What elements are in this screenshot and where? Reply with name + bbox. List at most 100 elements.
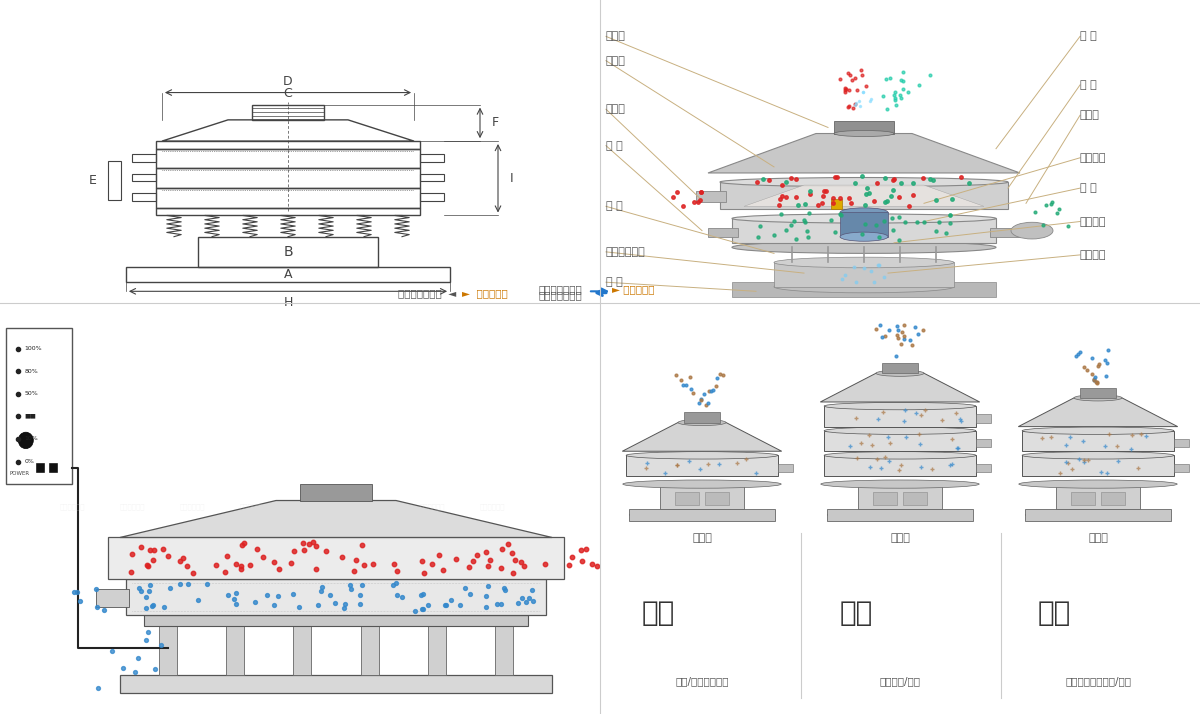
Text: A: A: [283, 268, 293, 281]
Bar: [120, 675, 552, 693]
Text: ►  结构示意图: ► 结构示意图: [462, 288, 508, 298]
Polygon shape: [708, 134, 1020, 173]
Text: I: I: [510, 172, 514, 185]
Bar: [156, 208, 420, 216]
Text: 80%: 80%: [24, 368, 38, 373]
Ellipse shape: [1026, 510, 1171, 520]
Text: 外形尺寸示意图  ◄: 外形尺寸示意图 ◄: [397, 288, 456, 298]
Polygon shape: [120, 501, 552, 538]
Bar: [834, 121, 894, 134]
Text: 机 座: 机 座: [606, 277, 623, 287]
Text: 双层式: 双层式: [1088, 533, 1108, 543]
Polygon shape: [623, 423, 781, 451]
Text: 超声波振动筛: 超声波振动筛: [120, 503, 145, 511]
Ellipse shape: [774, 257, 954, 268]
Ellipse shape: [834, 131, 894, 136]
Bar: [158, 625, 178, 675]
Text: 超声波振动筛: 超声波振动筛: [180, 503, 205, 511]
Bar: [300, 484, 372, 501]
Ellipse shape: [824, 452, 976, 459]
Bar: [156, 188, 420, 208]
Bar: [976, 439, 991, 447]
Text: 进料口: 进料口: [606, 31, 626, 41]
Ellipse shape: [824, 427, 976, 434]
Bar: [1174, 463, 1189, 472]
Text: 超声波振动筛: 超声波振动筛: [480, 503, 505, 511]
Bar: [49, 463, 58, 472]
Bar: [708, 228, 738, 237]
Bar: [976, 463, 991, 472]
Text: 超声波振动筛: 超声波振动筛: [240, 503, 265, 511]
Text: D: D: [283, 75, 293, 88]
Bar: [1026, 508, 1171, 521]
Bar: [420, 154, 444, 161]
Text: 三层式: 三层式: [890, 533, 910, 543]
Bar: [882, 363, 918, 373]
Text: 分级: 分级: [642, 599, 676, 627]
Bar: [732, 218, 996, 243]
Bar: [1080, 388, 1116, 398]
Bar: [226, 625, 245, 675]
Bar: [1072, 493, 1096, 505]
Bar: [696, 191, 726, 202]
Bar: [674, 493, 698, 505]
Text: 筛 网: 筛 网: [1080, 31, 1097, 41]
Bar: [361, 625, 379, 675]
Bar: [293, 625, 312, 675]
Ellipse shape: [824, 403, 976, 410]
Bar: [252, 105, 324, 120]
Bar: [706, 493, 730, 505]
Text: ■■: ■■: [24, 414, 36, 419]
Polygon shape: [1019, 398, 1177, 427]
Text: 100%: 100%: [24, 346, 42, 351]
Text: 单层式: 单层式: [692, 533, 712, 543]
Bar: [629, 508, 775, 521]
Bar: [904, 493, 928, 505]
Text: 弹 簧: 弹 簧: [606, 201, 623, 211]
Bar: [778, 463, 793, 472]
Ellipse shape: [1022, 427, 1174, 434]
Text: POWER: POWER: [10, 471, 30, 476]
Bar: [132, 174, 156, 181]
Text: 外形尺寸示意图: 外形尺寸示意图: [539, 291, 582, 301]
Bar: [824, 406, 976, 427]
Text: 加重块: 加重块: [1080, 110, 1100, 121]
Bar: [36, 463, 44, 472]
Ellipse shape: [821, 480, 979, 488]
Bar: [824, 456, 976, 476]
Bar: [1174, 439, 1189, 447]
Text: ► 结构示意图: ► 结构示意图: [612, 284, 654, 294]
Text: C: C: [283, 87, 293, 100]
Text: B: B: [283, 245, 293, 259]
Bar: [840, 213, 888, 237]
Bar: [428, 625, 446, 675]
Ellipse shape: [1074, 395, 1122, 401]
Bar: [108, 538, 564, 578]
Text: 出料口: 出料口: [606, 104, 626, 114]
Text: 超声波振动筛: 超声波振动筛: [420, 503, 445, 511]
Bar: [824, 431, 976, 451]
Bar: [874, 493, 898, 505]
Bar: [126, 578, 546, 615]
Text: 超声波振动筛: 超声波振动筛: [300, 503, 325, 511]
Ellipse shape: [876, 370, 924, 376]
Text: 50%: 50%: [24, 391, 38, 396]
Bar: [108, 161, 121, 200]
Ellipse shape: [623, 480, 781, 488]
Text: 外形尺寸示意图: 外形尺寸示意图: [539, 284, 582, 294]
Bar: [660, 484, 744, 508]
Text: 超声波振动筛: 超声波振动筛: [60, 503, 85, 511]
Text: 除杂: 除杂: [1038, 599, 1072, 627]
Bar: [720, 182, 1008, 209]
Ellipse shape: [840, 208, 888, 217]
Bar: [156, 169, 420, 188]
Text: 筛 盘: 筛 盘: [1080, 183, 1097, 193]
Bar: [420, 174, 444, 181]
Ellipse shape: [629, 510, 775, 520]
Text: 去除液体中的额粒/异物: 去除液体中的额粒/异物: [1066, 676, 1132, 686]
Bar: [132, 193, 156, 201]
Text: 额粒/粉末准确分级: 额粒/粉末准确分级: [676, 676, 728, 686]
Bar: [1022, 431, 1174, 451]
Text: 10%: 10%: [24, 436, 38, 441]
Ellipse shape: [1022, 452, 1174, 459]
